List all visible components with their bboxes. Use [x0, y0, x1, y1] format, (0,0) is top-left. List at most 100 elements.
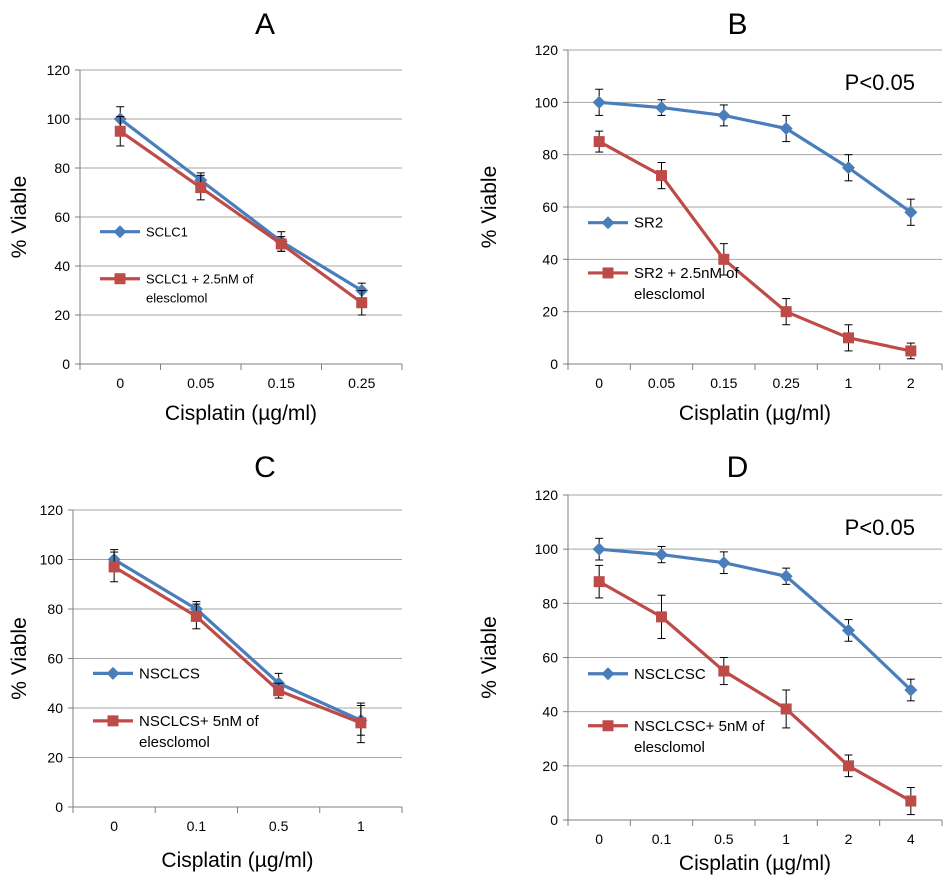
y-tick-label: 120: [535, 42, 559, 58]
series-1: [592, 537, 918, 702]
data-point: [275, 238, 287, 250]
x-tick-label: 0: [110, 818, 118, 834]
data-point: [843, 760, 854, 772]
y-tick-label: 100: [47, 111, 71, 127]
data-point: [843, 332, 854, 344]
data-point: [905, 345, 917, 357]
x-tick-label: 0.15: [268, 375, 295, 391]
legend-item-2: SCLC1 + 2.5nM of elesclomol: [100, 272, 254, 306]
y-tick-label: 40: [542, 704, 558, 720]
legend-label: NSCLCS+ 5nM of elesclomol: [139, 713, 259, 751]
data-point: [779, 122, 793, 135]
chart-title: D: [727, 451, 749, 484]
y-axis-label: % Viable: [478, 166, 501, 249]
data-point: [114, 125, 126, 137]
x-tick-label: 0.25: [773, 375, 800, 391]
legend-marker: [601, 216, 615, 230]
legend-label: SCLC1: [146, 225, 188, 240]
x-axis-label: Cisplatin (µg/ml): [165, 402, 317, 425]
series-line: [113, 558, 362, 722]
legend-item-2: NSCLCSC+ 5nM of elesclomol: [588, 718, 765, 756]
legend-marker: [113, 225, 127, 239]
y-tick-label: 120: [47, 62, 71, 78]
data-point: [195, 182, 207, 194]
series-2: [593, 130, 917, 360]
series-1: [113, 106, 369, 299]
legend-marker: [601, 667, 615, 681]
legend-item-1: NSCLCS: [93, 665, 200, 682]
data-point: [718, 665, 730, 677]
legend-label: NSCLCSC: [634, 666, 706, 683]
series-1: [592, 88, 918, 226]
chart-panel-A: 0 20 40 60 80 100 120 0 0.05 0.15 0.25 A Cisplatin (…: [8, 8, 403, 425]
legend-marker: [602, 720, 614, 732]
y-tick-label: 20: [54, 307, 70, 323]
data-point: [108, 561, 120, 573]
data-point: [656, 611, 667, 623]
data-point: [273, 685, 285, 697]
legend-label: SR2 + 2.5nM of elesclomol: [634, 265, 739, 303]
data-point: [717, 108, 731, 122]
legend-item-1: SCLC1: [100, 225, 188, 240]
legend-label: SR2: [634, 215, 663, 232]
legend-marker: [114, 273, 126, 285]
y-tick-label: 100: [40, 552, 64, 568]
data-point: [356, 297, 368, 309]
legend-item-2: SR2 + 2.5nM of elesclomol: [588, 265, 739, 303]
y-axis-label: % Viable: [478, 616, 501, 699]
legend-item-1: SR2: [588, 215, 663, 232]
y-tick-label: 60: [542, 650, 558, 666]
legend-marker: [107, 715, 119, 727]
data-point: [655, 101, 668, 115]
y-tick-label: 60: [54, 209, 70, 225]
data-point: [842, 161, 855, 175]
y-tick-label: 100: [535, 94, 559, 110]
legend-marker: [602, 267, 614, 279]
x-tick-label: 0.5: [269, 818, 289, 834]
y-tick-label: 40: [47, 700, 63, 716]
data-point: [904, 205, 918, 219]
series-2: [114, 116, 368, 316]
series-2: [108, 551, 367, 744]
y-tick-label: 80: [542, 595, 558, 611]
chart-title: A: [255, 8, 275, 41]
chart-title: C: [254, 451, 276, 484]
y-tick-label: 80: [54, 160, 70, 176]
series-line: [599, 100, 912, 214]
series-line: [598, 140, 912, 353]
data-point: [904, 683, 918, 697]
x-tick-label: 0.05: [187, 375, 214, 391]
legend-label: NSCLCS: [139, 665, 200, 682]
legend-marker: [106, 666, 120, 680]
x-axis-label: Cisplatin (µg/ml): [679, 852, 831, 875]
x-tick-label: 0.15: [710, 375, 737, 391]
series-line: [599, 547, 912, 692]
legend-item-1: NSCLCSC: [588, 666, 706, 683]
x-tick-label: 2: [907, 375, 915, 391]
chart-title: B: [727, 8, 747, 41]
y-tick-label: 120: [40, 502, 64, 518]
x-tick-label: 1: [845, 375, 853, 391]
y-tick-label: 60: [47, 651, 63, 667]
y-tick-label: 40: [542, 251, 558, 267]
x-tick-label: 0.05: [648, 375, 675, 391]
x-tick-label: 2: [845, 831, 853, 847]
p-value-annotation: P<0.05: [845, 70, 915, 95]
data-point: [717, 556, 731, 570]
y-tick-label: 20: [47, 750, 63, 766]
p-value-annotation: P<0.05: [845, 515, 915, 540]
data-point: [780, 703, 792, 715]
y-tick-label: 0: [62, 356, 70, 372]
y-tick-label: 20: [542, 758, 558, 774]
data-point: [355, 717, 367, 729]
data-point: [905, 795, 917, 807]
y-axis-label: % Viable: [8, 176, 31, 259]
chart-panel-D: 0 20 40 60 80 100 120 0 0.1 0.5 1 2 4 D P<0.05 Cisplati…: [478, 451, 943, 875]
data-point: [655, 548, 668, 562]
y-tick-label: 100: [535, 541, 559, 557]
x-axis-label: Cisplatin (µg/ml): [679, 402, 831, 425]
x-tick-label: 1: [357, 818, 365, 834]
series-line: [119, 117, 363, 292]
y-tick-label: 120: [535, 487, 559, 503]
x-tick-label: 0.1: [652, 831, 672, 847]
